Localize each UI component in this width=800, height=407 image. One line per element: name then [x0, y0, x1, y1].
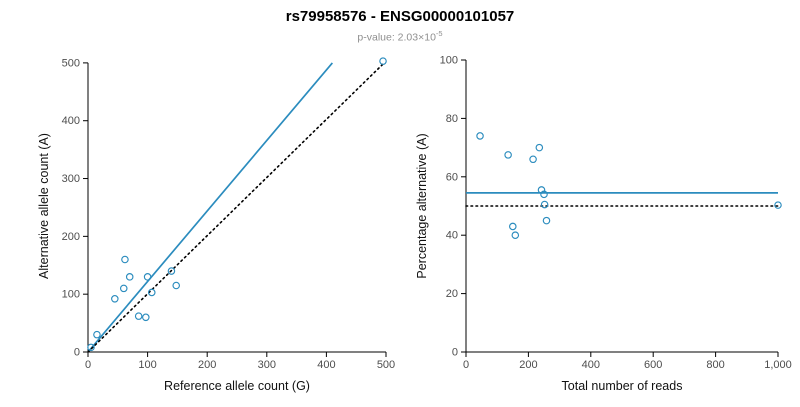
y-tick-label: 20 [446, 288, 458, 300]
y-tick-label: 100 [440, 54, 458, 66]
x-axis-title: Total number of reads [562, 379, 683, 393]
data-point [93, 330, 101, 338]
identity-line [87, 61, 386, 353]
data-point [504, 150, 512, 159]
data-point [172, 281, 180, 289]
data-point [167, 266, 176, 275]
y-axis-title: Alternative allele count (A) [37, 133, 51, 279]
data-point [125, 272, 134, 281]
data-point [147, 288, 156, 296]
panels: 0 100 200 300 400 500 0 100 200 300 400 500 Referenc… [0, 46, 800, 402]
y-tick-label: 100 [62, 288, 80, 300]
data-point [529, 155, 537, 163]
data-point [540, 200, 549, 208]
y-tick-label: 300 [62, 173, 80, 185]
data-point [119, 284, 128, 292]
data-point [540, 190, 548, 198]
x-tick-label: 1,000 [764, 359, 792, 371]
pvalue-base: ×10 [418, 31, 436, 44]
x-tick-label: 400 [317, 359, 335, 371]
data-point [379, 56, 387, 65]
data-point [111, 294, 119, 303]
y-tick-label: 80 [446, 112, 458, 124]
data-point [121, 255, 129, 263]
data-point [134, 311, 143, 320]
x-tick-label: 600 [644, 359, 662, 371]
pvalue-exponent: -5 [435, 29, 443, 38]
y-tick-label: 0 [74, 346, 80, 358]
x-tick-label: 0 [463, 359, 469, 371]
data-point [542, 216, 551, 224]
data-point [476, 131, 484, 140]
data-point [87, 343, 95, 351]
figure: rs79958576 - ENSG00000101057 p-value: 2.… [0, 7, 800, 407]
x-tick-label: 400 [582, 359, 600, 371]
x-tick-label: 800 [706, 359, 724, 371]
data-point [143, 272, 152, 281]
chart-subtitle: p-value: 2.03×10-5 [0, 26, 800, 46]
pvalue-prefix: p-value: 2.03 [357, 31, 419, 44]
fit-line [87, 61, 334, 353]
x-tick-label: 300 [258, 359, 276, 371]
y-tick-label: 0 [452, 346, 458, 358]
scatter-panel-left: 0 100 200 300 400 500 0 100 200 300 400 500 Referenc… [37, 56, 395, 393]
y-tick-label: 60 [446, 171, 458, 183]
data-point [774, 200, 782, 209]
y-tick-label: 200 [62, 230, 80, 242]
scatter-panel-right: 0 200 400 600 800 1,000 0 20 40 60 80 100 Total numb… [415, 54, 792, 393]
x-axis-title: Reference allele count (G) [164, 379, 310, 393]
x-tick-label: 100 [138, 359, 156, 371]
data-point [509, 222, 517, 230]
data-point [511, 230, 520, 239]
y-tick-label: 40 [446, 229, 458, 241]
x-tick-label: 500 [377, 359, 395, 371]
data-point [142, 313, 150, 321]
y-axis-title: Percentage alternative (A) [415, 133, 429, 278]
x-tick-label: 0 [85, 359, 91, 371]
data-point [535, 143, 544, 151]
x-tick-label: 200 [519, 359, 537, 371]
y-tick-label: 500 [62, 57, 80, 69]
y-tick-label: 400 [62, 115, 80, 127]
chart-title: rs79958576 - ENSG00000101057 [285, 8, 515, 25]
x-tick-label: 200 [198, 359, 216, 371]
